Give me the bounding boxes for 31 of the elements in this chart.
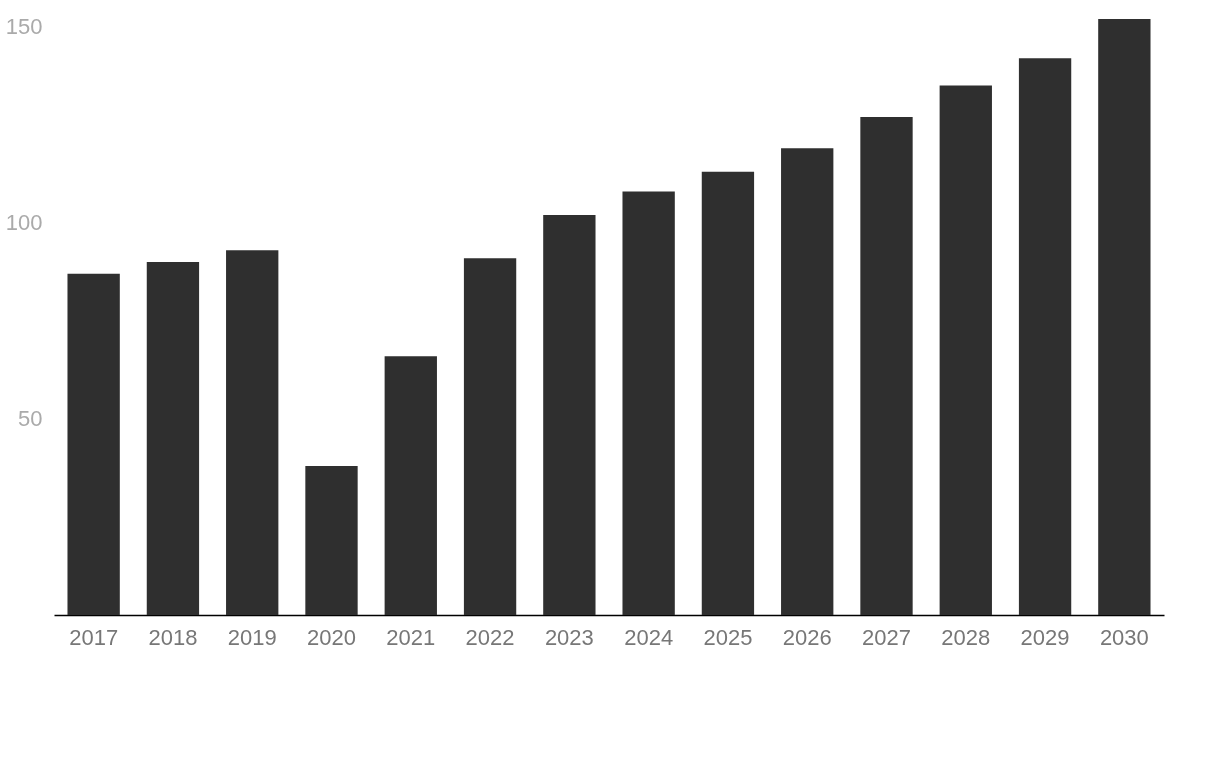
bar [543,215,596,615]
bar [226,250,279,615]
bar [1018,58,1072,615]
x-tick-label: 2020 [307,624,356,650]
x-tick-label: 2021 [386,624,436,650]
bar [860,116,913,615]
bar [146,262,200,615]
bar [67,273,120,615]
bar [384,356,437,615]
bar [463,258,517,615]
y-tick-label: 150 [5,14,43,40]
x-tick-label: 2023 [544,624,594,650]
x-tick-label: 2024 [624,624,674,650]
x-tick-label: 2029 [1020,624,1070,650]
bar [622,191,675,615]
x-tick-label: 2019 [227,624,277,650]
x-tick-label: 2027 [862,624,911,650]
bar [939,85,992,615]
bar [1098,18,1151,615]
y-tick-label: 50 [18,406,43,432]
x-tick-label: 2028 [941,624,991,650]
bar [781,148,834,615]
y-tick-label: 100 [5,210,43,236]
x-tick-label: 2030 [1099,624,1149,650]
x-tick-label: 2026 [782,624,832,650]
x-tick-label: 2022 [465,624,515,650]
x-tick-label: 2018 [148,624,198,650]
x-tick-label: 2017 [69,624,119,650]
bar [305,465,358,615]
x-tick-label: 2025 [703,624,753,650]
bar [701,171,755,615]
